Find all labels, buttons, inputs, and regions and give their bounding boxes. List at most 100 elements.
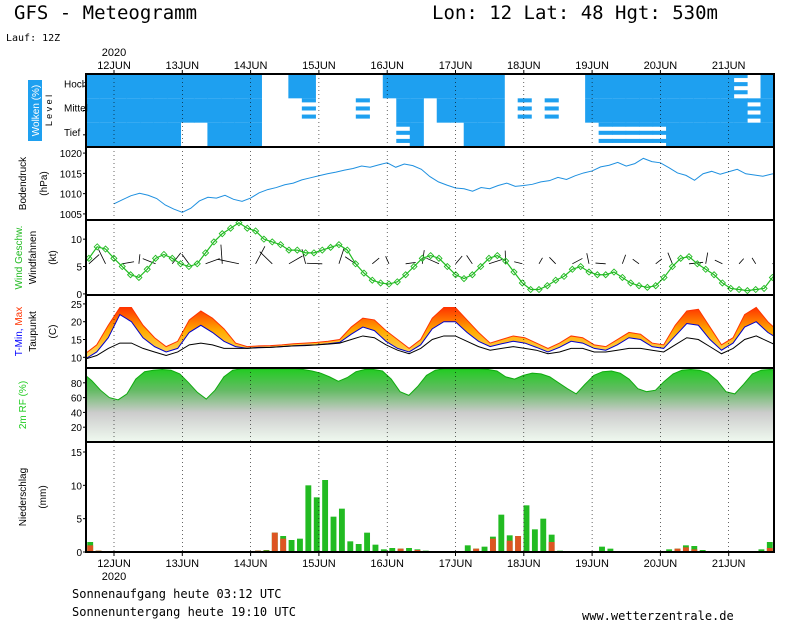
wind-barb — [405, 261, 416, 265]
date-label-bottom: 20JUN — [644, 558, 678, 570]
cloud-cell-partial — [612, 138, 627, 143]
wind-tick-label: 0 — [76, 290, 82, 301]
wind-speed-marker — [260, 235, 268, 243]
cloud-cell — [288, 74, 303, 99]
cloud-cell — [112, 74, 128, 99]
precip-bar — [481, 546, 488, 552]
wind-speed-marker — [685, 253, 693, 261]
wind-speed-marker — [560, 272, 568, 281]
wind-speed-marker — [610, 268, 618, 276]
wind-speed-marker — [493, 251, 501, 260]
precip-unit: (mm) — [38, 485, 49, 508]
cloud-cell — [598, 98, 613, 123]
cloud-cell — [139, 122, 155, 147]
cloud-cell — [139, 98, 155, 123]
cloud-cell — [463, 98, 478, 123]
cloud-cell-partial — [612, 122, 627, 127]
wind-speed-marker — [794, 257, 800, 263]
cloud-cell — [99, 122, 114, 147]
cloud-cell-partial — [639, 122, 654, 127]
date-label-bottom: 12JUN — [97, 558, 131, 570]
wind-speed-marker — [226, 224, 235, 232]
wind-barb — [288, 255, 303, 265]
cloud-cell-partial — [544, 114, 559, 119]
cloud-cell — [247, 74, 262, 99]
wind-speed-marker — [143, 265, 151, 273]
wind-speed-marker — [243, 224, 251, 232]
wind-barb — [705, 252, 709, 264]
wind-speed-marker — [376, 279, 385, 287]
wind-barb — [64, 259, 72, 264]
wind-tick-label: 10 — [71, 235, 83, 246]
cloud-cell — [598, 74, 613, 99]
wind-speed-marker — [285, 246, 293, 254]
pressure-unit: (hPa) — [39, 171, 50, 195]
date-label-top: 20JUN — [644, 60, 678, 72]
humidity-tick-label: 60 — [71, 394, 83, 405]
cloud-cell — [234, 98, 249, 123]
cloud-cell — [139, 74, 155, 99]
wind-speed-marker — [652, 282, 660, 290]
cloud-cell — [706, 122, 721, 147]
temperature-ylabel2: Taupunkt — [28, 311, 39, 352]
wind-speed-marker — [718, 279, 727, 287]
wind-speed-marker — [385, 280, 393, 288]
date-label-top: 16JUN — [370, 60, 404, 72]
cloud-cell — [679, 74, 694, 99]
cloud-cell — [733, 122, 748, 147]
wind-speed-marker — [593, 271, 601, 279]
wind-speed-marker — [760, 284, 768, 293]
cloud-cell — [247, 122, 262, 147]
cloud-cell-partial — [625, 138, 640, 143]
wind-speed-marker — [635, 282, 643, 290]
cloud-cell-partial — [396, 138, 411, 143]
precip-tick-label: 10 — [71, 481, 83, 492]
precip-bar — [364, 532, 371, 552]
cloud-cell — [220, 98, 235, 123]
wind-speed-marker — [752, 285, 760, 294]
wind-speed-marker — [585, 268, 593, 276]
wind-barb — [142, 258, 156, 265]
temperature-tick-label: 15 — [71, 336, 83, 347]
precip-bar-convective — [473, 548, 480, 552]
humidity-tick-label: 20 — [71, 423, 83, 434]
precip-bar — [666, 549, 673, 552]
wind-speed-marker — [268, 238, 276, 246]
cloud-cell — [490, 74, 505, 99]
wind-barb — [138, 254, 141, 264]
wind-speed-marker — [44, 274, 50, 280]
precip-bar-convective — [397, 548, 404, 552]
wind-speed-marker — [768, 273, 774, 282]
temperature-max-line — [86, 306, 774, 354]
precip-bar — [372, 544, 379, 552]
cloud-cell — [706, 98, 721, 123]
wind-speed-marker — [368, 276, 376, 284]
wind-speed-marker — [602, 271, 610, 279]
precip-bar — [305, 485, 312, 552]
precip-tick-label: 0 — [76, 548, 82, 559]
wind-barb — [181, 253, 190, 265]
precip-bar-convective — [674, 548, 681, 552]
panel-border-precipitation — [85, 441, 775, 553]
wind-speed-marker — [543, 282, 551, 290]
date-label-top: 12JUN — [97, 60, 131, 72]
wind-speed-line — [86, 222, 774, 292]
precip-bar-convective — [280, 538, 287, 552]
wind-speed-marker — [435, 254, 443, 262]
cloud-cell-partial — [598, 122, 613, 127]
cloud-cell-partial — [612, 130, 627, 135]
cloud-cell — [625, 74, 640, 99]
cloud-cell — [612, 98, 627, 123]
wind-speed-marker — [660, 273, 668, 282]
temperature-tick-label: 20 — [71, 318, 83, 329]
wind-barb — [792, 260, 800, 264]
cloud-cell-partial — [639, 138, 654, 143]
wind-speed-marker — [535, 285, 543, 294]
cloud-cell — [193, 74, 209, 99]
precip-bar-convective — [271, 532, 278, 552]
wind-speed-marker — [210, 238, 218, 246]
wind-speed-marker — [618, 273, 626, 282]
wind-speed-marker — [677, 254, 685, 262]
wind-speed-marker — [351, 260, 360, 268]
pressure-tick-label: 1005 — [60, 210, 83, 221]
